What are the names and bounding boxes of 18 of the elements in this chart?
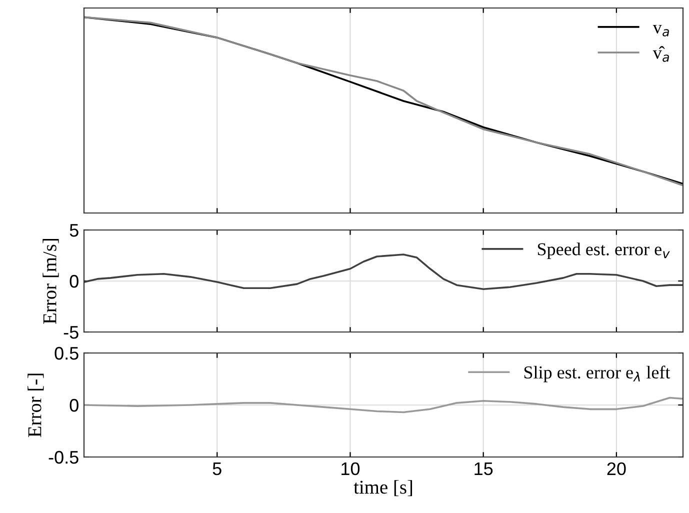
x-tick-label: 5 — [212, 462, 222, 476]
legend-label: v̂$_{a}$ — [652, 46, 669, 62]
y-axis-title: Error [m/s] — [42, 238, 59, 324]
x-axis-title: time [s] — [354, 480, 412, 496]
legend-label: Slip est. error e$_{λ}$ left — [524, 366, 670, 382]
x-tick-label: 10 — [342, 462, 360, 476]
y-tick-label: -5 — [64, 326, 78, 339]
y-tick-label: 5 — [70, 224, 78, 237]
legend-label: Speed est. error e$_{v}$ — [538, 242, 670, 260]
x-tick-label: 20 — [607, 462, 626, 476]
line-series — [84, 396, 683, 414]
y-tick-label: -0.5 — [48, 450, 78, 464]
x-tick-label: 15 — [474, 462, 493, 476]
y-tick-label: 0 — [70, 274, 78, 288]
y-axis-title: Error [-] — [28, 374, 44, 438]
legend-label: v$_{a}$ — [652, 24, 669, 36]
y-tick-label: 0.5 — [54, 346, 78, 360]
y-tick-label: 0 — [70, 398, 78, 412]
